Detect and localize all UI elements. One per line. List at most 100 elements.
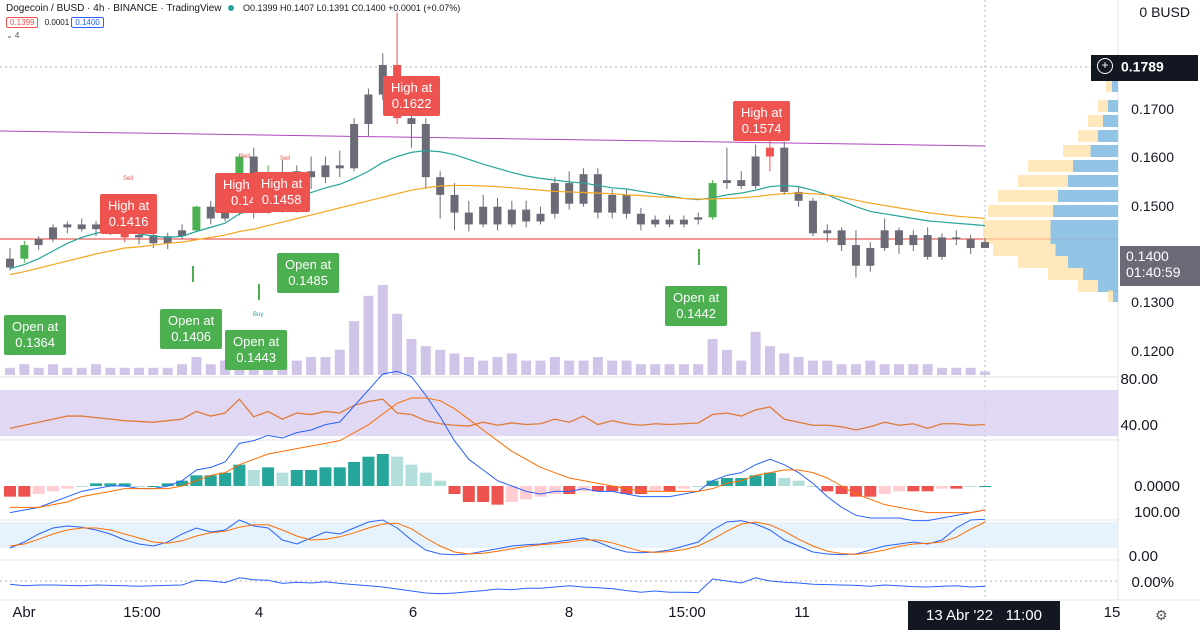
candle-body [92, 224, 101, 230]
volume-profile-bar [1055, 244, 1118, 256]
macd-hist-bar [419, 472, 432, 486]
volume-bar [177, 364, 188, 375]
macd-hist-bar [47, 486, 60, 492]
macd-hist-bar [706, 480, 719, 486]
time-label: 15:00 [668, 604, 706, 621]
macd-hist-bar [950, 486, 963, 489]
volume-bar [549, 357, 560, 375]
candle-body [63, 224, 72, 228]
macd-hist-bar [290, 470, 303, 486]
macd-hist-bar [792, 480, 805, 486]
macd-hist-bar [348, 462, 361, 486]
volume-profile-bar [1112, 80, 1118, 92]
volume-bar [936, 367, 947, 375]
buy-price-chip[interactable]: 0.1400 [71, 17, 104, 28]
macd-hist-bar [176, 480, 189, 486]
candle-body [206, 206, 215, 219]
pct-tick: 0.00% [1131, 574, 1174, 591]
volume-bar [119, 367, 130, 375]
ma-slow-line [9, 184, 986, 276]
sell-price-chip[interactable]: 0.1399 [6, 17, 39, 28]
volume-bar [678, 364, 689, 375]
volume-bar [162, 367, 173, 375]
rsi-line [9, 398, 986, 431]
macd-hist-bar [434, 480, 447, 486]
volume-bar [506, 353, 517, 375]
volume-bar [478, 360, 489, 375]
candle-body [364, 94, 373, 125]
crosshair-plus-icon[interactable]: + [1097, 58, 1113, 75]
candle-body [378, 64, 387, 95]
candle-body [450, 194, 459, 213]
currency-label[interactable]: 0 BUSD [1139, 4, 1190, 20]
settings-gear-icon[interactable]: ⚙ [1155, 607, 1168, 623]
candle-body [608, 194, 617, 213]
candle-body [808, 200, 817, 234]
candle-body [49, 227, 58, 240]
volume-bar [435, 349, 446, 375]
time-label: 6 [408, 604, 418, 621]
volume-bar [392, 313, 403, 375]
price-tick: 0.1600 [1131, 149, 1174, 165]
macd-hist-bar [305, 470, 318, 486]
open-callout: Open at 0.1443 [225, 330, 288, 370]
macd-hist-bar [921, 486, 934, 492]
macd-hist-bar [778, 478, 791, 486]
indicators-toggle[interactable]: ⌄ 4 [6, 31, 20, 40]
volume-bar [635, 364, 646, 375]
volume-bar [951, 367, 962, 375]
last-price-label: 0.1400 01:40:59 [1120, 246, 1200, 286]
volume-bar [91, 364, 102, 375]
candle-body [135, 235, 144, 238]
candle-body [20, 245, 29, 259]
open-callout: Open at 0.1406 [160, 309, 223, 349]
volume-bar [62, 367, 73, 375]
volume-bar [363, 295, 374, 375]
candle-body [493, 206, 502, 225]
candle-body [694, 217, 703, 220]
macd-hist-bar [878, 486, 891, 494]
candle-body [794, 191, 803, 201]
candle-body [335, 165, 344, 169]
macd-hist-bar [720, 478, 733, 486]
current-time-label: 13 Abr '22 11:00 [908, 601, 1060, 630]
candle-body [536, 213, 545, 222]
high-callout: High at 0.1622 [383, 76, 441, 116]
volume-bar [879, 364, 890, 375]
high-callout: High at 0.1458 [253, 172, 311, 212]
volume-bar [564, 360, 575, 375]
bid-ask-chips: 0.1399 0.0001 0.1400 [6, 17, 108, 28]
volume-bar [291, 360, 302, 375]
candle-body [507, 209, 516, 225]
macd-hist-bar [405, 464, 418, 486]
candle-body [550, 183, 559, 214]
volume-profile-bar [1053, 205, 1118, 217]
volume-profile-bar [1050, 220, 1118, 232]
candle-body [765, 147, 774, 157]
volume-profile-bar [1090, 145, 1118, 157]
volume-bar [205, 364, 216, 375]
macd-hist-bar [247, 470, 260, 486]
volume-bar [349, 321, 360, 375]
macd-hist-bar [907, 486, 920, 492]
macd-hist-bar [749, 475, 762, 486]
volume-bar [893, 364, 904, 375]
volume-bar [377, 285, 388, 375]
stoch-tick: 0.00 [1128, 548, 1158, 565]
volume-profile-bar [1050, 232, 1118, 244]
sell-signal: Sell [240, 154, 251, 160]
candle-body [522, 209, 531, 222]
volume-bar [807, 360, 818, 375]
symbol-title[interactable]: Dogecoin / BUSD · 4h · BINANCE · Trading… [6, 3, 222, 14]
macd-hist-bar [4, 486, 16, 497]
macd-hist-bar [677, 486, 690, 489]
candle-body [722, 180, 731, 184]
price-tick: 0.1200 [1131, 343, 1174, 359]
volume-bar [463, 357, 474, 375]
macd-hist-bar [118, 483, 131, 486]
macd-hist-bar [333, 467, 346, 486]
volume-bar [707, 339, 718, 375]
macd-hist-bar [491, 486, 504, 505]
macd-hist-bar [964, 486, 977, 487]
